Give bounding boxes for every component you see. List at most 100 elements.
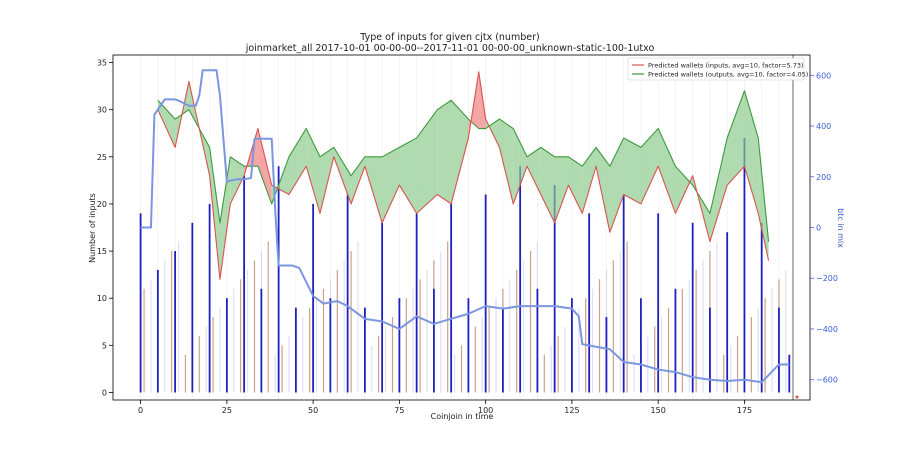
bar	[743, 137, 746, 393]
bar-accent	[681, 288, 683, 393]
outputs-excess-area	[527, 147, 541, 195]
bar	[363, 307, 366, 393]
bar-accent	[647, 335, 649, 393]
bar-accent	[281, 345, 283, 393]
bar-accent	[598, 279, 601, 393]
bar	[657, 213, 660, 393]
bar-accent	[405, 298, 407, 393]
outputs-excess-area	[219, 156, 231, 280]
bar-accent	[557, 335, 559, 393]
outputs-excess-area	[640, 128, 659, 204]
bar-accent	[481, 317, 483, 393]
bar	[553, 185, 556, 393]
outputs-excess-area	[333, 147, 352, 204]
bar-accent	[661, 317, 663, 393]
bar	[277, 166, 280, 393]
bar	[450, 203, 453, 393]
bar-accent	[350, 251, 352, 393]
bar-accent	[336, 269, 338, 393]
outputs-excess-area	[230, 156, 245, 204]
outputs-excess-area	[499, 119, 514, 204]
bar	[691, 222, 694, 393]
bar-accent	[302, 317, 304, 393]
bar-accent	[171, 251, 173, 393]
outputs-excess-area	[744, 90, 759, 214]
y-tick-label: 10	[97, 294, 107, 303]
x-tick-label: 175	[737, 406, 752, 415]
x-tick-label: 50	[308, 406, 318, 415]
outputs-excess-area	[320, 147, 334, 214]
outputs-excess-area	[416, 109, 438, 214]
bar	[760, 222, 763, 393]
bar-accent	[233, 288, 235, 393]
outputs-excess-area	[709, 137, 728, 242]
bar-accent	[378, 335, 380, 393]
bar-accent	[723, 354, 725, 393]
bar	[588, 213, 591, 393]
outputs-excess-area	[399, 137, 417, 214]
bar-accent	[164, 260, 166, 393]
outputs-excess-area	[209, 147, 220, 280]
chart-title: Type of inputs for given cjtx (number)	[359, 32, 539, 43]
outputs-excess-area	[288, 128, 307, 195]
bar	[346, 194, 349, 393]
bar	[484, 194, 487, 393]
x-tick-label: 25	[222, 406, 232, 415]
x-tick-label: 0	[138, 406, 143, 415]
bar-accent	[592, 288, 594, 393]
bar-accent	[253, 260, 256, 393]
bar	[467, 298, 470, 393]
outputs-excess-area	[675, 166, 693, 214]
y-tick-label: 25	[97, 153, 107, 162]
bar-accent	[543, 354, 545, 393]
bar-accent	[764, 298, 766, 393]
bar-accent	[219, 307, 221, 393]
bar-accent	[288, 335, 290, 393]
bar	[225, 298, 228, 393]
bar	[726, 232, 729, 393]
y-tick-label: 5	[102, 341, 107, 350]
chart-subtitle: joinmarket_all 2017-10-01 00-00-00--2017…	[245, 43, 655, 54]
x-tick-label: 150	[651, 406, 666, 415]
bar-accent	[391, 317, 394, 393]
bar-accent	[771, 288, 773, 393]
outputs-excess-area	[351, 156, 365, 204]
x-tick-label: 75	[394, 406, 404, 415]
bar	[519, 166, 522, 393]
bar	[156, 269, 159, 393]
bar-accent	[688, 279, 690, 393]
inputs-line	[157, 71, 770, 280]
bar-accent	[667, 307, 670, 393]
outputs-excess-area	[540, 147, 555, 223]
bar-accent	[785, 269, 787, 393]
bar-accent	[309, 307, 311, 393]
plot-layer: 0 25 50 75 100 125 150 175 0 5 10 15 20 25 30 35 −600 −40…	[97, 54, 838, 415]
y2-axis-label: btc in mix	[836, 208, 845, 248]
bar-accent	[495, 298, 497, 393]
y2-tick-label: 400	[816, 122, 831, 131]
bar-accent	[523, 260, 525, 393]
bar-accent	[205, 326, 207, 393]
bar-accent	[184, 354, 187, 393]
bar	[502, 307, 504, 393]
y-tick-label: 35	[97, 59, 107, 68]
bar-accent	[488, 307, 490, 393]
bar-accent	[198, 335, 200, 393]
bar	[398, 298, 401, 393]
bar-accent	[357, 241, 359, 393]
bar	[191, 222, 194, 393]
bar-accent	[474, 326, 476, 393]
bar	[605, 317, 608, 393]
bar	[536, 288, 539, 393]
bar-accent	[750, 317, 752, 393]
outputs-excess-area	[554, 156, 569, 223]
bar	[674, 288, 677, 393]
bar-accent	[412, 288, 414, 393]
bar-accent	[426, 269, 428, 393]
bar-accent	[702, 260, 704, 393]
outputs-excess-area	[568, 156, 583, 214]
outputs-excess-area	[658, 128, 676, 214]
bar	[329, 298, 332, 393]
